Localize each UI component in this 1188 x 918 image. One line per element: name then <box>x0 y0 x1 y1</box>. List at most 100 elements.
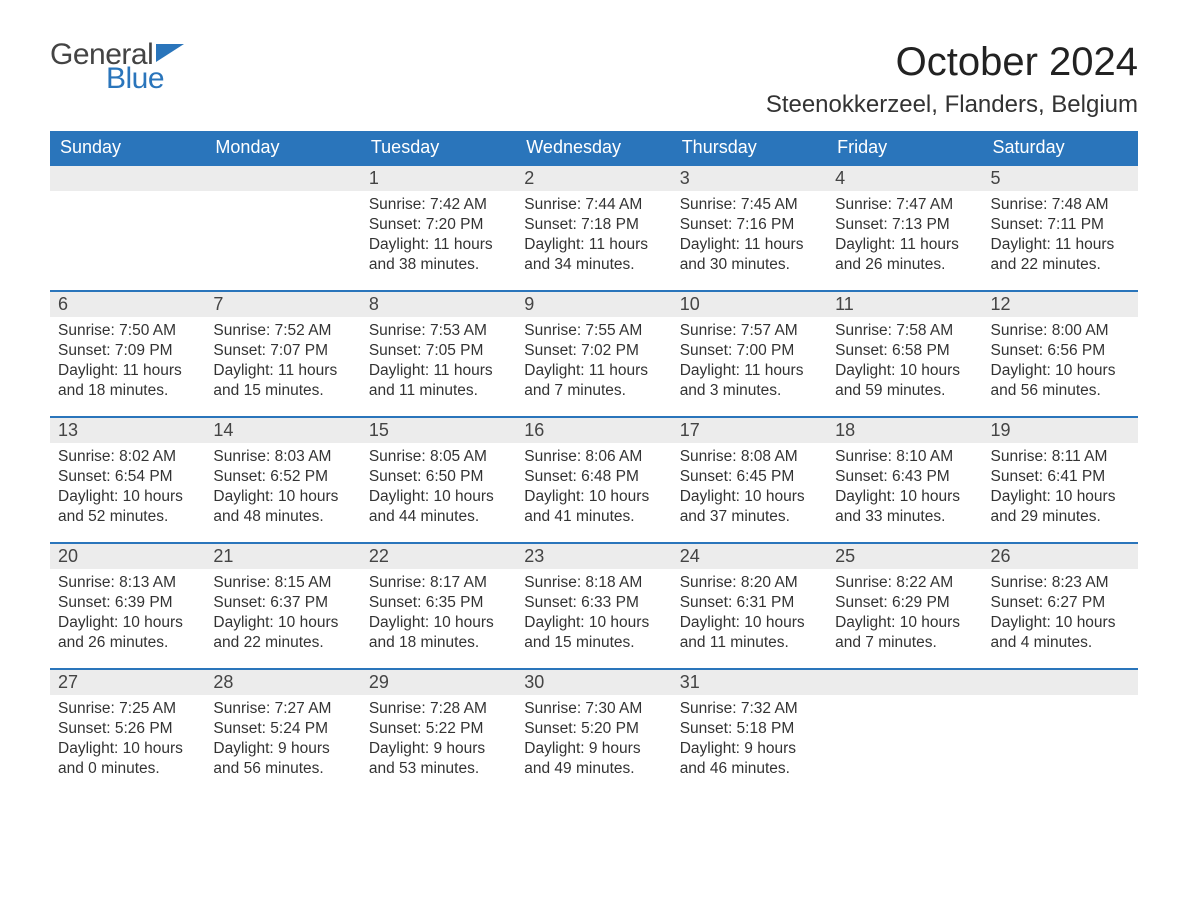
sunset-line: Sunset: 6:43 PM <box>835 467 974 487</box>
weekday-header: Monday <box>205 131 360 164</box>
day-number: 23 <box>516 542 671 569</box>
sunset-line: Sunset: 5:20 PM <box>524 719 663 739</box>
calendar-day-cell: 17Sunrise: 8:08 AMSunset: 6:45 PMDayligh… <box>672 416 827 542</box>
logo-text-blue: Blue <box>106 64 184 94</box>
day-number: 28 <box>205 668 360 695</box>
day-details: Sunrise: 7:55 AMSunset: 7:02 PMDaylight:… <box>516 317 671 410</box>
weekday-header: Thursday <box>672 131 827 164</box>
calendar-day-cell: 7Sunrise: 7:52 AMSunset: 7:07 PMDaylight… <box>205 290 360 416</box>
day-details <box>205 191 360 203</box>
daylight-line: Daylight: 11 hours and 30 minutes. <box>680 235 819 275</box>
calendar-day-cell: 26Sunrise: 8:23 AMSunset: 6:27 PMDayligh… <box>983 542 1138 668</box>
day-number: 9 <box>516 290 671 317</box>
calendar-day-cell: 23Sunrise: 8:18 AMSunset: 6:33 PMDayligh… <box>516 542 671 668</box>
daylight-line: Daylight: 10 hours and 0 minutes. <box>58 739 197 779</box>
weekday-header: Tuesday <box>361 131 516 164</box>
sunrise-line: Sunrise: 7:50 AM <box>58 321 197 341</box>
sunrise-line: Sunrise: 8:20 AM <box>680 573 819 593</box>
day-details: Sunrise: 8:18 AMSunset: 6:33 PMDaylight:… <box>516 569 671 662</box>
weekday-header: Sunday <box>50 131 205 164</box>
calendar-day-cell: 25Sunrise: 8:22 AMSunset: 6:29 PMDayligh… <box>827 542 982 668</box>
day-details: Sunrise: 7:57 AMSunset: 7:00 PMDaylight:… <box>672 317 827 410</box>
daylight-line: Daylight: 10 hours and 56 minutes. <box>991 361 1130 401</box>
sunset-line: Sunset: 7:09 PM <box>58 341 197 361</box>
day-number <box>827 668 982 695</box>
sunset-line: Sunset: 6:52 PM <box>213 467 352 487</box>
day-details: Sunrise: 7:28 AMSunset: 5:22 PMDaylight:… <box>361 695 516 788</box>
day-details: Sunrise: 7:48 AMSunset: 7:11 PMDaylight:… <box>983 191 1138 284</box>
day-details: Sunrise: 8:13 AMSunset: 6:39 PMDaylight:… <box>50 569 205 662</box>
weekday-header: Wednesday <box>516 131 671 164</box>
calendar-day-cell: 3Sunrise: 7:45 AMSunset: 7:16 PMDaylight… <box>672 164 827 290</box>
day-number: 5 <box>983 164 1138 191</box>
calendar-day-cell: 29Sunrise: 7:28 AMSunset: 5:22 PMDayligh… <box>361 668 516 794</box>
sunrise-line: Sunrise: 7:32 AM <box>680 699 819 719</box>
daylight-line: Daylight: 10 hours and 41 minutes. <box>524 487 663 527</box>
daylight-line: Daylight: 11 hours and 26 minutes. <box>835 235 974 275</box>
day-number: 24 <box>672 542 827 569</box>
calendar-day-cell: 6Sunrise: 7:50 AMSunset: 7:09 PMDaylight… <box>50 290 205 416</box>
daylight-line: Daylight: 10 hours and 52 minutes. <box>58 487 197 527</box>
day-details: Sunrise: 8:00 AMSunset: 6:56 PMDaylight:… <box>983 317 1138 410</box>
day-details: Sunrise: 8:17 AMSunset: 6:35 PMDaylight:… <box>361 569 516 662</box>
calendar-day-cell <box>205 164 360 290</box>
calendar-day-cell: 11Sunrise: 7:58 AMSunset: 6:58 PMDayligh… <box>827 290 982 416</box>
day-number: 20 <box>50 542 205 569</box>
sunset-line: Sunset: 6:56 PM <box>991 341 1130 361</box>
day-number: 4 <box>827 164 982 191</box>
sunset-line: Sunset: 7:18 PM <box>524 215 663 235</box>
daylight-line: Daylight: 11 hours and 3 minutes. <box>680 361 819 401</box>
day-number: 3 <box>672 164 827 191</box>
calendar-week-row: 27Sunrise: 7:25 AMSunset: 5:26 PMDayligh… <box>50 668 1138 794</box>
daylight-line: Daylight: 11 hours and 22 minutes. <box>991 235 1130 275</box>
day-number: 17 <box>672 416 827 443</box>
calendar-day-cell: 5Sunrise: 7:48 AMSunset: 7:11 PMDaylight… <box>983 164 1138 290</box>
page-header: General Blue October 2024 Steenokkerzeel… <box>50 40 1138 119</box>
calendar-week-row: 1Sunrise: 7:42 AMSunset: 7:20 PMDaylight… <box>50 164 1138 290</box>
calendar-day-cell: 2Sunrise: 7:44 AMSunset: 7:18 PMDaylight… <box>516 164 671 290</box>
sunset-line: Sunset: 6:37 PM <box>213 593 352 613</box>
sunset-line: Sunset: 6:31 PM <box>680 593 819 613</box>
sunset-line: Sunset: 5:26 PM <box>58 719 197 739</box>
sunrise-line: Sunrise: 7:47 AM <box>835 195 974 215</box>
day-details: Sunrise: 8:22 AMSunset: 6:29 PMDaylight:… <box>827 569 982 662</box>
day-number: 27 <box>50 668 205 695</box>
sunrise-line: Sunrise: 7:27 AM <box>213 699 352 719</box>
day-number: 21 <box>205 542 360 569</box>
daylight-line: Daylight: 9 hours and 53 minutes. <box>369 739 508 779</box>
sunrise-line: Sunrise: 7:53 AM <box>369 321 508 341</box>
day-details: Sunrise: 7:52 AMSunset: 7:07 PMDaylight:… <box>205 317 360 410</box>
day-number: 31 <box>672 668 827 695</box>
calendar-day-cell: 15Sunrise: 8:05 AMSunset: 6:50 PMDayligh… <box>361 416 516 542</box>
daylight-line: Daylight: 11 hours and 38 minutes. <box>369 235 508 275</box>
sunset-line: Sunset: 7:11 PM <box>991 215 1130 235</box>
sunset-line: Sunset: 6:58 PM <box>835 341 974 361</box>
calendar-day-cell <box>50 164 205 290</box>
day-number: 19 <box>983 416 1138 443</box>
daylight-line: Daylight: 11 hours and 15 minutes. <box>213 361 352 401</box>
daylight-line: Daylight: 10 hours and 15 minutes. <box>524 613 663 653</box>
calendar-day-cell: 8Sunrise: 7:53 AMSunset: 7:05 PMDaylight… <box>361 290 516 416</box>
day-number: 29 <box>361 668 516 695</box>
day-number: 1 <box>361 164 516 191</box>
daylight-line: Daylight: 10 hours and 29 minutes. <box>991 487 1130 527</box>
day-number: 13 <box>50 416 205 443</box>
day-number: 14 <box>205 416 360 443</box>
daylight-line: Daylight: 9 hours and 46 minutes. <box>680 739 819 779</box>
sunrise-line: Sunrise: 8:10 AM <box>835 447 974 467</box>
calendar-day-cell: 9Sunrise: 7:55 AMSunset: 7:02 PMDaylight… <box>516 290 671 416</box>
day-details: Sunrise: 7:53 AMSunset: 7:05 PMDaylight:… <box>361 317 516 410</box>
daylight-line: Daylight: 10 hours and 44 minutes. <box>369 487 508 527</box>
sunrise-line: Sunrise: 7:48 AM <box>991 195 1130 215</box>
day-details: Sunrise: 8:06 AMSunset: 6:48 PMDaylight:… <box>516 443 671 536</box>
sunrise-line: Sunrise: 7:30 AM <box>524 699 663 719</box>
sunset-line: Sunset: 6:33 PM <box>524 593 663 613</box>
calendar-day-cell: 18Sunrise: 8:10 AMSunset: 6:43 PMDayligh… <box>827 416 982 542</box>
sunrise-line: Sunrise: 8:13 AM <box>58 573 197 593</box>
daylight-line: Daylight: 9 hours and 56 minutes. <box>213 739 352 779</box>
day-number: 6 <box>50 290 205 317</box>
day-number: 11 <box>827 290 982 317</box>
sunset-line: Sunset: 7:05 PM <box>369 341 508 361</box>
sunrise-line: Sunrise: 8:11 AM <box>991 447 1130 467</box>
sunrise-line: Sunrise: 8:18 AM <box>524 573 663 593</box>
